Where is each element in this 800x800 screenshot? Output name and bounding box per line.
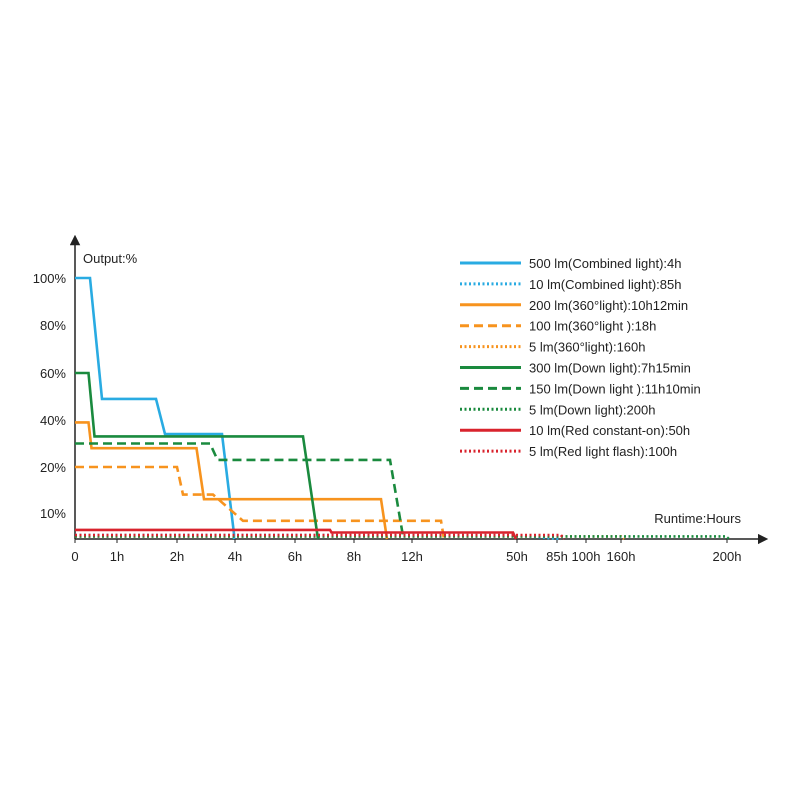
x-tick-label: 50h — [506, 549, 528, 564]
legend-label: 100 lm(360°light ):18h — [529, 319, 656, 334]
legend-label: 500 lm(Combined light):4h — [529, 256, 681, 271]
x-tick-label: 100h — [572, 549, 601, 564]
legend-label: 200 lm(360°light):10h12min — [529, 298, 688, 313]
legend: 500 lm(Combined light):4h 10 lm(Combined … — [460, 256, 701, 459]
x-tick-label: 1h — [110, 549, 124, 564]
x-tick-label: 85h — [546, 549, 568, 564]
legend-label: 10 lm(Red constant-on):50h — [529, 423, 690, 438]
series-line — [75, 465, 446, 540]
x-tick-label: 12h — [401, 549, 423, 564]
series-line — [75, 533, 566, 540]
series-line — [75, 421, 389, 540]
x-ticks: 0 1h 2h 4h 6h 8h 12h 50h 85h 100h 160h 200h — [71, 539, 741, 564]
x-tick-label: 0 — [71, 549, 78, 564]
x-tick-label: 2h — [170, 549, 184, 564]
x-tick-label: 200h — [713, 549, 742, 564]
x-tick-label: 6h — [288, 549, 302, 564]
y-tick-label: 100% — [33, 271, 67, 286]
series-line — [75, 371, 320, 540]
y-tick-label: 60% — [40, 366, 66, 381]
series-line — [75, 276, 236, 539]
x-tick-label: 4h — [228, 549, 242, 564]
y-axis-title: Output:% — [83, 251, 138, 266]
y-tick-label: 10% — [40, 506, 66, 521]
legend-label: 5 lm(Down light):200h — [529, 402, 655, 417]
series-line — [75, 535, 730, 540]
legend-label: 5 lm(360°light):160h — [529, 340, 646, 355]
legend-label: 10 lm(Combined light):85h — [529, 277, 681, 292]
legend-label: 300 lm(Down light):7h15min — [529, 361, 691, 376]
y-tick-label: 80% — [40, 318, 66, 333]
y-tick-label: 40% — [40, 413, 66, 428]
y-tick-label: 20% — [40, 460, 66, 475]
y-ticks: 10% 20% 40% 60% 80% 100% — [33, 271, 67, 521]
series-line — [75, 528, 518, 540]
x-tick-label: 160h — [607, 549, 636, 564]
legend-label: 150 lm(Down light ):11h10min — [529, 381, 701, 396]
legend-label: 5 lm(Red light flash):100h — [529, 444, 677, 459]
series-line — [75, 442, 405, 540]
series-lines — [75, 276, 730, 541]
x-tick-label: 8h — [347, 549, 361, 564]
x-axis-title: Runtime:Hours — [654, 511, 741, 526]
